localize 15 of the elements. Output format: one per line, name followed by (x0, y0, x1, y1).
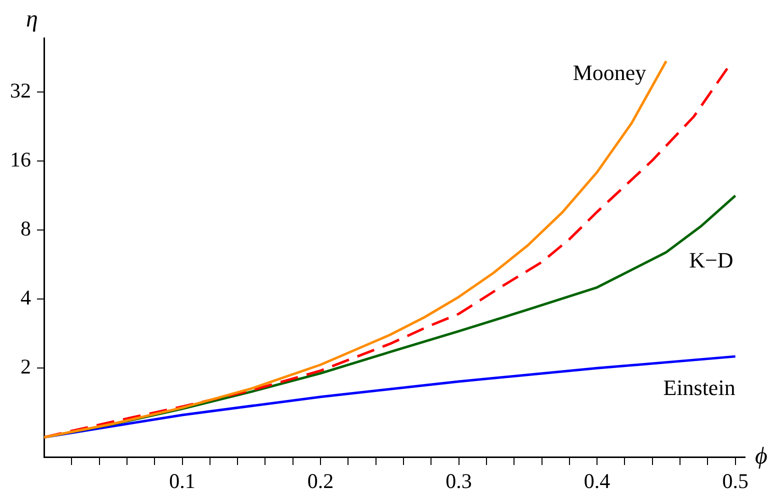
series-label: Mooney (572, 60, 646, 85)
series-label: K−D (689, 247, 734, 272)
y-tick-label: 4 (20, 286, 32, 310)
x-tick-label: 0.3 (446, 469, 472, 494)
y-tick-label: 32 (10, 78, 31, 102)
y-tick-label: 2 (20, 354, 31, 379)
y-axis-title: η (26, 6, 38, 32)
y-tick-label: 16 (10, 148, 31, 172)
series-label: Einstein (663, 375, 736, 400)
x-tick-label: 0.1 (169, 469, 196, 494)
x-axis-title: ϕ (755, 443, 768, 470)
x-tick-label: 0.4 (584, 469, 611, 494)
x-tick-label: 0.2 (307, 469, 334, 494)
y-tick-label: 8 (20, 216, 31, 241)
x-tick-label: 0.5 (722, 469, 748, 494)
